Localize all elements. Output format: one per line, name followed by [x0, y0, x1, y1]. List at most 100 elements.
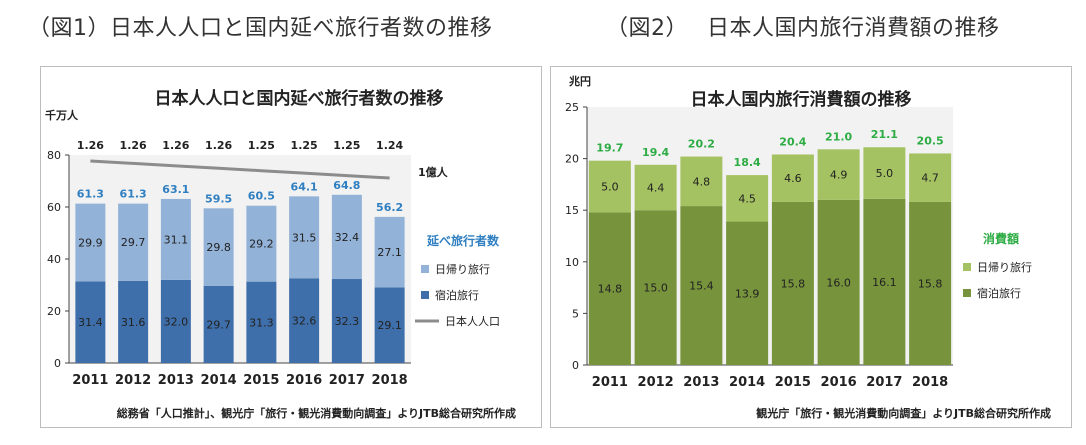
x-tick-label: 2013: [683, 375, 719, 390]
bar-segment: [331, 279, 362, 363]
bar-value-label: 29.9: [78, 236, 103, 249]
bar-segment: [246, 281, 277, 363]
bar-value-label: 29.8: [206, 241, 231, 254]
bar-value-label: 4.5: [738, 192, 756, 205]
y-tick-label: 80: [47, 149, 61, 162]
bar-value-label: 15.0: [643, 282, 668, 295]
bar-value-label: 32.0: [164, 315, 189, 328]
x-tick-label: 2016: [286, 373, 322, 388]
bar-value-label: 15.8: [781, 277, 806, 290]
spending-chart-svg: 日本人国内旅行消費額の推移 兆円 0 5 10 15 20 25 14.8 5.0 19.7 2011…: [565, 74, 1051, 420]
bar-segment: [680, 206, 723, 365]
bar-segment: [634, 210, 677, 365]
bar-segment: [160, 279, 191, 363]
bar-segment: [863, 198, 906, 365]
legend-label: 日帰り旅行: [435, 262, 490, 276]
bar-segment: [771, 154, 814, 202]
bar-value-label: 27.1: [377, 246, 402, 259]
bar-segment: [160, 198, 191, 280]
legend-swatch: [421, 291, 429, 299]
bar-segment: [289, 278, 320, 363]
bar-value-label: 16.1: [872, 276, 897, 289]
chart-panel-spending: 日本人国内旅行消費額の推移 兆円 0 5 10 15 20 25 14.8 5.0 19.7 2011…: [550, 66, 1072, 428]
population-label: 1.26: [205, 139, 232, 152]
x-tick-label: 2016: [821, 375, 857, 390]
legend-swatch: [963, 263, 971, 271]
legend-title: 消費額: [983, 231, 1019, 246]
bar-value-label: 32.4: [335, 231, 360, 244]
legend-title: 延べ旅行者数: [426, 233, 500, 248]
bar-value-label: 16.0: [826, 276, 851, 289]
x-tick-label: 2014: [201, 373, 237, 388]
bar-value-label: 29.7: [206, 318, 231, 331]
bar-total-label: 20.5: [917, 134, 944, 147]
bar-total-label: 56.2: [376, 201, 403, 214]
source-note: 観光庁「旅行・観光消費動向調査」よりJTB総合研究所作成: [756, 406, 1051, 420]
bar-segment: [588, 160, 631, 213]
y-tick-label: 20: [47, 305, 61, 318]
y-tick-label: 10: [565, 256, 579, 269]
bar-value-label: 31.4: [78, 316, 103, 329]
bar-total-label: 20.2: [688, 138, 715, 151]
bar-segment: [374, 287, 405, 363]
bar-value-label: 15.8: [918, 277, 943, 290]
source-note: 総務省「人口推計」、観光庁「旅行・観光消費動向調査」よりJTB総合研究所作成: [117, 406, 516, 420]
bar-segment: [203, 285, 234, 363]
bar-segment: [75, 203, 106, 282]
population-axis-label: 1億人: [418, 165, 449, 179]
x-tick-label: 2015: [775, 375, 811, 390]
figure-1-heading: （図1）日本人人口と国内延べ旅行者数の推移: [28, 16, 493, 41]
bar-segment: [118, 203, 149, 281]
bar-total-label: 63.1: [162, 183, 189, 196]
bar-segment: [863, 147, 906, 199]
x-tick-label: 2015: [243, 373, 279, 388]
bar-segment: [680, 156, 723, 207]
bar-segment: [203, 208, 234, 286]
bar-total-label: 21.1: [871, 128, 898, 141]
bar-value-label: 29.2: [249, 238, 274, 251]
bar-total-label: 64.1: [291, 180, 318, 193]
legend-label: 日帰り旅行: [977, 260, 1032, 274]
bar-value-label: 32.3: [335, 315, 360, 328]
y-tick-label: 40: [47, 253, 61, 266]
population-label: 1.26: [77, 139, 104, 152]
bar-segment: [817, 199, 860, 365]
bar-value-label: 4.4: [647, 181, 665, 194]
population-label: 1.25: [333, 139, 360, 152]
bar-value-label: 31.6: [121, 316, 146, 329]
bar-value-label: 31.5: [292, 231, 317, 244]
bar-value-label: 4.9: [830, 169, 848, 182]
legend-swatch: [421, 265, 429, 273]
population-label: 1.26: [162, 139, 189, 152]
bar-value-label: 4.7: [921, 172, 939, 185]
bar-segment: [634, 164, 677, 211]
bar-segment: [289, 196, 320, 279]
legend-label: 宿泊旅行: [435, 288, 479, 302]
figure-2-heading: （図2） 日本人国内旅行消費額の推移: [606, 16, 1000, 41]
bar-total-label: 18.4: [734, 156, 761, 169]
bar-value-label: 32.6: [292, 315, 317, 328]
x-tick-label: 2017: [329, 373, 365, 388]
bar-total-label: 19.4: [642, 146, 669, 159]
bar-segment: [75, 281, 106, 363]
population-label: 1.26: [120, 139, 147, 152]
population-line: [90, 159, 390, 180]
x-tick-label: 2017: [866, 375, 902, 390]
bar-total-label: 20.4: [779, 135, 806, 148]
bar-segment: [909, 201, 952, 365]
bar-value-label: 31.1: [164, 233, 189, 246]
bar-value-label: 4.8: [693, 175, 711, 188]
bar-value-label: 4.6: [784, 172, 802, 185]
bar-value-label: 5.0: [876, 167, 894, 180]
bar-segment: [726, 175, 769, 222]
bar-segment: [331, 194, 362, 280]
chart-title: 日本人人口と国内延べ旅行者数の推移: [155, 88, 444, 109]
population-label: 1.25: [248, 139, 275, 152]
x-tick-label: 2013: [158, 373, 194, 388]
legend-swatch: [963, 289, 971, 297]
bar-value-label: 29.1: [377, 319, 402, 332]
chart-panel-travelers: 日本人人口と国内延べ旅行者数の推移 千万人 0 20 40 60 80 31.4 29.9 61.…: [40, 66, 542, 428]
bar-total-label: 21.0: [825, 130, 852, 143]
bar-segment: [246, 205, 277, 282]
